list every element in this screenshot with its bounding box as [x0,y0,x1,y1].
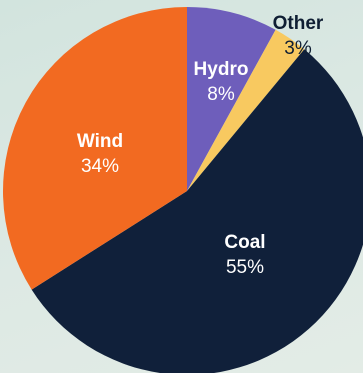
slice-label-hydro: Hydro [194,59,249,80]
pie-slices [2,7,363,373]
slice-label-coal: Coal [224,232,265,253]
pie-slice-coal [31,49,363,373]
slice-value-wind: 34% [81,156,119,177]
slice-value-hydro: 8% [207,84,235,105]
slice-value-other: 3% [284,38,312,59]
slice-label-wind: Wind [77,131,123,152]
pie-slice-other [187,29,305,192]
pie-slice-wind [2,7,188,290]
slice-label-other: Other [273,13,324,34]
pie-labels: Hydro 8% Other 3% Coal 55% Wind 34% [77,13,324,278]
slice-value-coal: 55% [226,257,264,278]
pie-slice-hydro [187,7,276,191]
